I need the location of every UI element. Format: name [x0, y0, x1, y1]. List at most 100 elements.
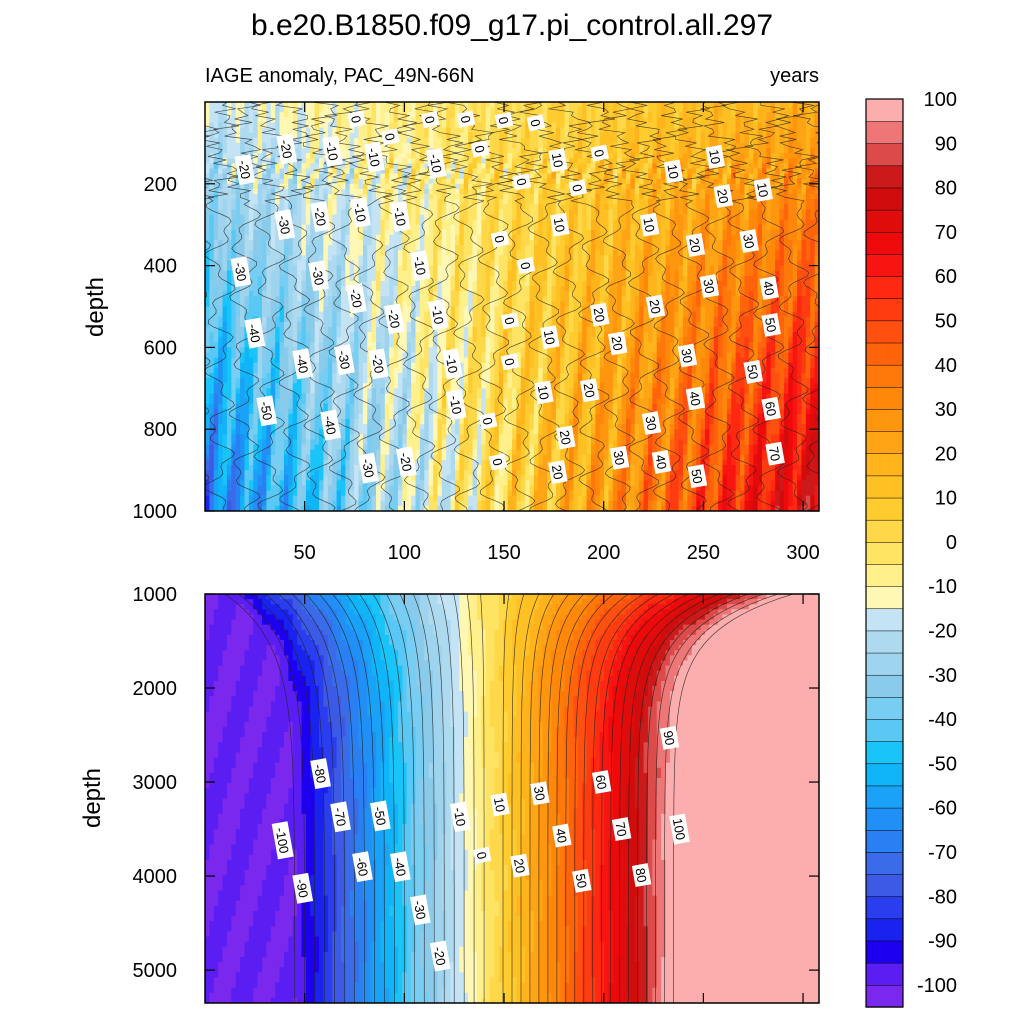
colorbar-swatch: [865, 298, 904, 322]
upper-contour-label-text: 0: [501, 357, 517, 367]
upper-contour-label-text: -20: [277, 139, 295, 160]
colorbar-swatch: [865, 962, 904, 986]
lower-contour-label-text: 50: [573, 872, 590, 889]
upper-contour-label: 20: [579, 378, 600, 403]
colorbar-swatch: [865, 585, 904, 610]
colorbar-swatch: [865, 652, 904, 676]
upper-contour-label-text: 0: [480, 416, 496, 426]
chart-title: b.e20.B1850.f09_g17.pi_control.all.297: [251, 9, 773, 42]
lower-contour-label-text: -20: [431, 946, 449, 967]
upper-contour-label-text: 0: [422, 115, 438, 125]
upper-contour-label: -10: [425, 147, 447, 179]
lower-contour-label: 30: [530, 781, 550, 806]
upper-contour-label-text: -30: [309, 265, 327, 286]
x-tick-label: 50: [294, 542, 316, 564]
upper-contour-label: 70: [765, 441, 785, 466]
upper-contour-label-text: -40: [321, 415, 339, 436]
colorbar-label: -70: [928, 842, 957, 864]
colorbar: 1009080706050403020100-10-20-30-40-50-60…: [865, 89, 957, 1008]
lower-contour-label: -20: [429, 940, 451, 972]
upper-contour-label-text: 40: [686, 390, 703, 407]
upper-contour-label: 60: [761, 396, 781, 421]
lower-contour-label: -80: [310, 758, 331, 790]
upper-y-tick-label: 1000: [133, 501, 178, 523]
upper-contour-label-text: -40: [245, 323, 263, 344]
upper-contour-label: 0: [568, 179, 588, 197]
lower-contour-label: -100: [271, 821, 294, 860]
lower-contour-label: 20: [510, 853, 530, 878]
colorbar-label: -10: [928, 576, 957, 598]
upper-contour-label: 30: [641, 411, 662, 436]
upper-contour-label-text: 0: [489, 457, 505, 467]
colorbar-swatch: [865, 430, 904, 455]
upper-contour-label: 20: [713, 184, 734, 209]
colorbar-swatch: [865, 98, 904, 122]
colorbar-swatch: [865, 408, 904, 432]
upper-contour-label-text: 20: [581, 382, 598, 399]
colorbar-swatch: [865, 608, 904, 632]
upper-y-tick-label: 600: [144, 337, 177, 359]
upper-contour-label: -40: [292, 348, 314, 380]
upper-contour-label: -20: [395, 446, 417, 478]
upper-contour-label-text: -30: [231, 261, 249, 282]
upper-contour-label: -10: [350, 196, 371, 228]
x-tick-label: 100: [388, 542, 421, 564]
upper-contour-label-text: -10: [429, 304, 447, 325]
lower-contour-label: 90: [659, 725, 680, 750]
upper-contour-label-text: 20: [591, 306, 608, 323]
upper-contour-label: -20: [346, 282, 367, 314]
lower-contour-lines: [224, 594, 794, 1003]
upper-contour-label-text: -40: [293, 353, 311, 374]
upper-contour-label-text: 50: [762, 317, 779, 334]
upper-contour-label-text: 10: [549, 152, 566, 169]
upper-contour-label: -10: [322, 135, 343, 167]
upper-contour-label: -10: [445, 389, 467, 421]
upper-contour-label-text: -30: [335, 349, 353, 370]
upper-contour-label-text: 50: [744, 364, 761, 381]
colorbar-swatch: [865, 320, 904, 344]
lower-contour-label: -30: [409, 894, 431, 926]
upper-contour-label-text: 0: [527, 118, 543, 128]
upper-contour-label-text: 40: [652, 454, 669, 471]
colorbar-label: -20: [928, 621, 957, 643]
colorbar-swatch: [865, 187, 904, 211]
colorbar-swatch: [865, 143, 904, 167]
upper-contour-label-text: 0: [501, 316, 517, 326]
lower-contour-label: 100: [669, 813, 690, 845]
upper-plot-frame: [204, 101, 820, 512]
upper-contour-label: 0: [347, 110, 366, 128]
colorbar-swatch: [865, 829, 904, 853]
upper-contour-label-text: 0: [517, 261, 533, 271]
upper-contour-label-text: 60: [762, 400, 779, 417]
upper-contour-label: 0: [478, 412, 498, 430]
lower-contour-label-text: -80: [311, 763, 329, 784]
upper-contour-label-text: -10: [391, 206, 409, 227]
colorbar-swatch: [865, 253, 904, 277]
upper-contour-label-text: -20: [397, 451, 415, 472]
upper-contour-label: 10: [753, 177, 773, 202]
lower-contour-label: -60: [352, 851, 373, 883]
upper-contour-lines: [205, 102, 819, 511]
colorbar-swatch: [865, 984, 904, 1008]
upper-contour-label: 0: [470, 140, 490, 158]
colorbar-swatch: [865, 763, 904, 787]
upper-contour-label-text: 10: [754, 182, 771, 199]
lower-y-tick-label: 4000: [133, 866, 178, 888]
lower-contour-panel: -100-90-80-70-60-50-40-30-20-10010203040…: [79, 584, 820, 1004]
colorbar-swatch: [865, 541, 904, 565]
upper-contour-label: 30: [677, 343, 698, 368]
x-tick-label: 150: [487, 542, 520, 564]
upper-contour-label: 0: [500, 353, 520, 371]
lower-contour-label: 60: [591, 770, 612, 794]
lower-contour-label-text: -30: [411, 899, 429, 920]
upper-contour-label: -30: [230, 256, 252, 288]
colorbar-label: -60: [928, 798, 957, 820]
colorbar-swatch: [865, 209, 904, 233]
upper-contour-label-text: 10: [664, 163, 681, 180]
upper-contour-label-text: 0: [495, 115, 511, 125]
colorbar-swatch: [865, 497, 904, 521]
lower-contour-label: -10: [449, 801, 471, 833]
